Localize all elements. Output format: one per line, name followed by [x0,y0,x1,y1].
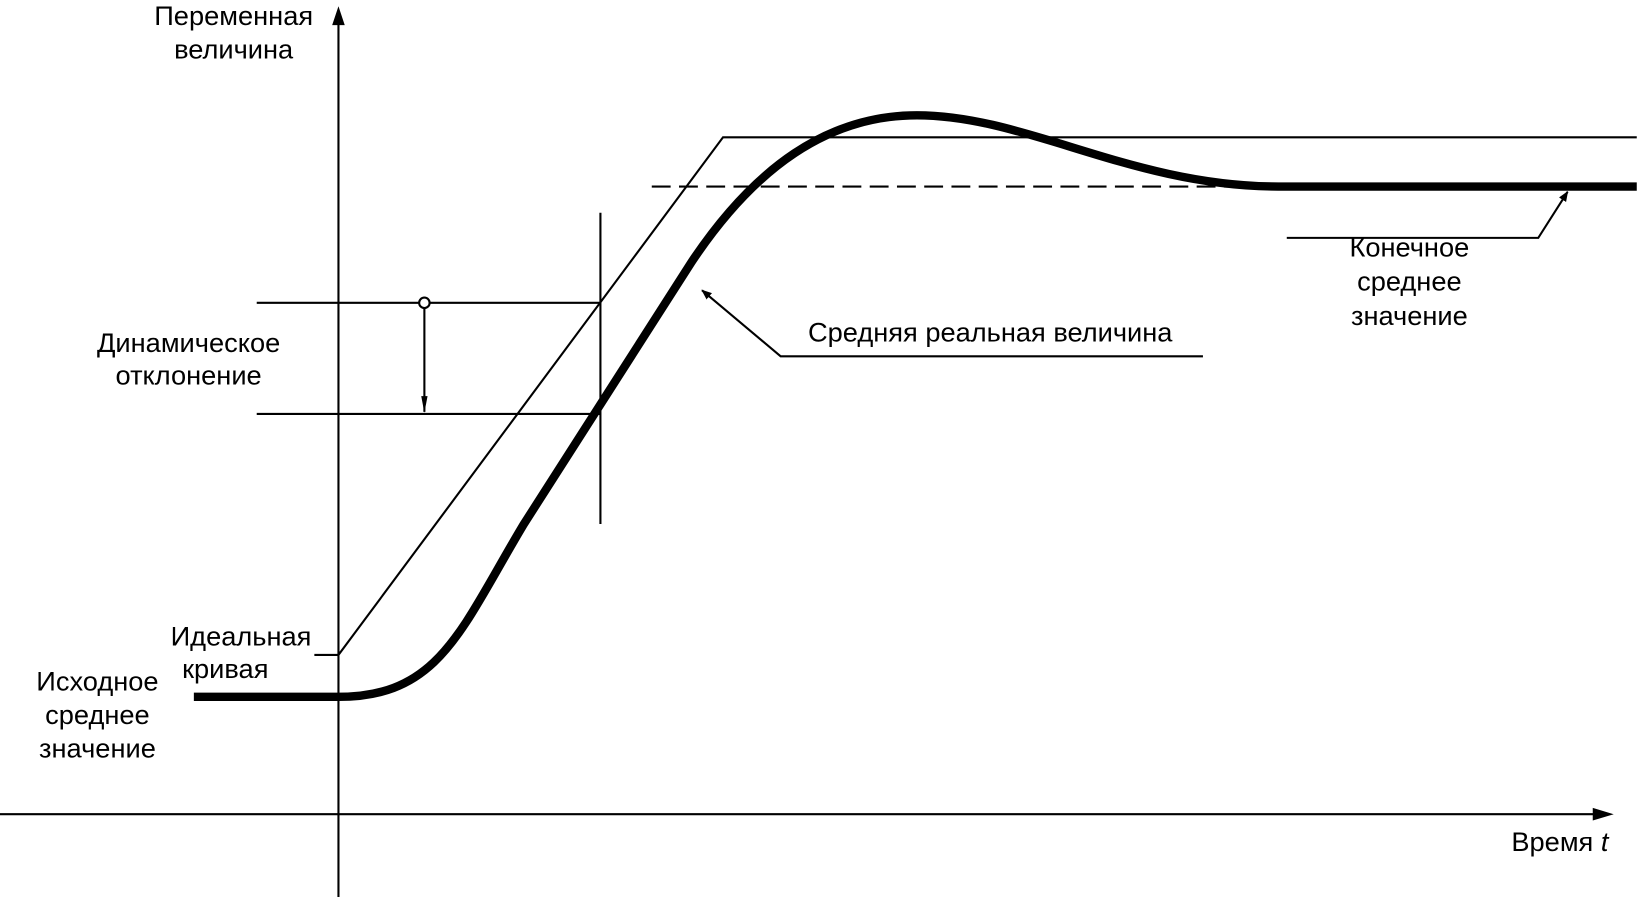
ideal-curve [314,136,1637,656]
final-mean-label: среднее [1357,265,1462,296]
dynamic-deviation-label: Динамическое [97,327,280,358]
y-axis-arrow [332,6,345,26]
initial-mean-label: значение [39,733,156,764]
dynamic-deviation-label: отклонение [116,360,262,391]
x-axis-variable: t [1601,826,1610,857]
final-mean-label: значение [1351,300,1468,331]
final-mean-leader [1286,190,1569,239]
deviation-point [418,296,431,310]
mean-real-label: Средняя реальная величина [808,317,1173,348]
final-mean-label: Конечное [1349,232,1469,263]
ideal-curve-label: кривая [182,653,268,684]
y-axis-label: величина [174,34,294,65]
mean-real-leader [701,289,1203,358]
initial-mean-label: среднее [45,699,150,730]
x-axis-arrow [1592,807,1614,821]
mean-real-curve [193,111,1637,702]
x-axis-label: Время t [1511,826,1610,857]
ideal-curve-label: Идеальная [171,620,312,651]
initial-mean-label: Исходное [36,666,158,697]
x-axis-label-text: Время [1511,826,1593,857]
y-axis-label: Переменная [154,0,313,31]
